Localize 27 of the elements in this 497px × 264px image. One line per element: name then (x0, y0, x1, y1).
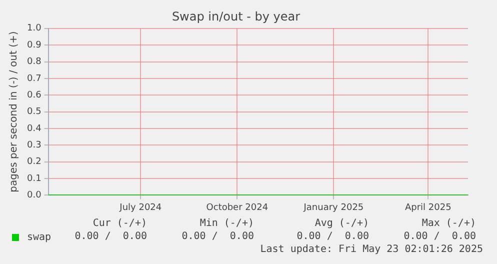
y-tick-label: 0.0 (26, 190, 42, 201)
text: Max (-/+) (422, 218, 476, 229)
x-tick-label: October 2024 (206, 202, 268, 213)
y-tick-label: 0.6 (26, 90, 42, 100)
text: Cur (-/+) (92, 218, 147, 229)
chart-title: Swap in/out - by year (172, 9, 300, 24)
text: 0.00 / 0.00 (74, 231, 147, 242)
text: 0.00 / 0.00 (404, 231, 476, 242)
y-tick-label: 0.5 (26, 107, 42, 118)
y-tick-label: 0.7 (26, 74, 42, 84)
x-tick-label: January 2025 (302, 202, 364, 213)
y-tick-label: 1.0 (26, 24, 42, 34)
text: 0.00 / 0.00 (296, 231, 369, 242)
y-tick-label: 0.8 (26, 57, 42, 68)
text: Min (-/+) (200, 218, 254, 229)
y-tick-label: 0.9 (26, 40, 42, 50)
text: Last update: Fri May 23 02:01:26 2025 (260, 244, 483, 255)
text: Avg (-/+) (314, 218, 369, 229)
y-tick-label: 0.2 (26, 157, 42, 168)
y-tick-label: 0.3 (26, 140, 42, 151)
y-axis-title: pages per second in (-) / out (+) (8, 31, 20, 192)
text: 0.00 / 0.00 (182, 231, 254, 242)
y-tick-label: 0.4 (26, 124, 42, 134)
legend-label: swap (27, 232, 52, 243)
y-tick-label: 0.1 (26, 174, 42, 184)
x-tick-label: July 2024 (118, 202, 162, 213)
x-tick-label: April 2025 (404, 202, 452, 213)
